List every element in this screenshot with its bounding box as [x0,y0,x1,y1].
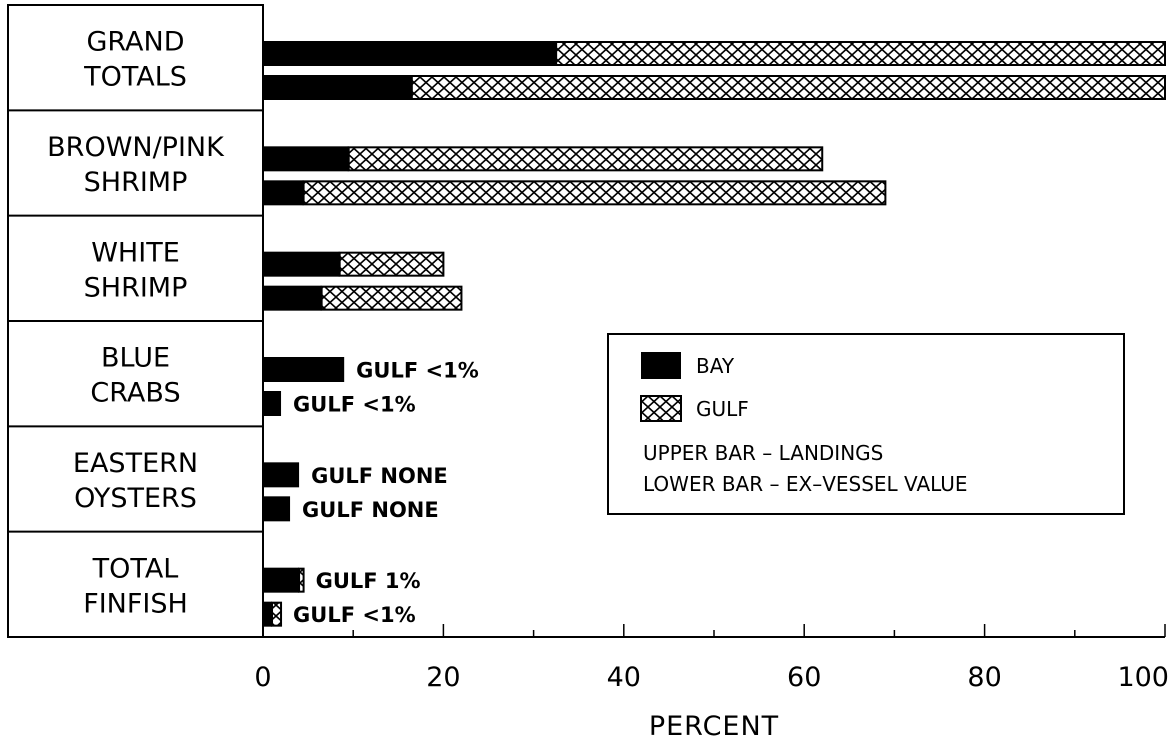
bar-gulf-landings [298,567,305,593]
bar-gulf-ex-vessel-value [410,75,1166,100]
bar-bay-ex-vessel-value [263,391,282,416]
legend: BAY GULF UPPER BAR – LANDINGS LOWER BAR … [607,333,1125,515]
category-label: FINFISH [83,588,188,619]
bar-bay-ex-vessel-value [263,285,322,311]
legend-swatch-gulf [640,395,682,422]
bar-bay-ex-vessel-value [263,180,304,206]
bar-gulf-landings [347,146,824,172]
bar-bay-landings [263,41,557,66]
x-axis-title: PERCENT [649,711,779,742]
bar-gulf-ex-vessel-value [320,285,463,311]
legend-note-lower-bar: LOWER BAR – EX–VESSEL VALUE [643,472,968,496]
category-label: SHRIMP [84,272,188,303]
bar-bay-landings [263,567,300,593]
category-label: CRABS [90,378,180,409]
legend-note-upper-bar: UPPER BAR – LANDINGS [643,441,883,465]
bar-annotation: GULF NONE [302,498,439,522]
x-tick-label: 20 [426,662,460,693]
x-tick-label: 100 [1117,662,1169,693]
bar-annotation: GULF 1% [316,569,421,593]
bar-gulf-landings [338,251,445,277]
x-tick-label: 60 [787,662,821,693]
x-axis: 0 20 40 60 80 100 PERCENT [8,5,1169,742]
bar-bay-ex-vessel-value [263,601,273,627]
bar-bay-landings [263,357,345,382]
category-label-panel: GRAND TOTALS BROWN/PINK SHRIMP WHITE SHRIMP BL… [7,4,264,638]
category-label: BLUE [101,343,170,374]
legend-box [607,333,1125,515]
legend-swatch-bay [641,352,681,379]
category-label: TOTAL [92,553,179,584]
bar-annotation: GULF <1% [293,393,416,417]
category-label: GRAND [86,27,184,58]
x-tick-label: 80 [967,662,1001,693]
x-tick-label: 40 [607,662,641,693]
bar-bay-ex-vessel-value [263,75,412,100]
category-label: EASTERN [73,448,198,479]
bar-area [263,41,1166,627]
bar-annotations: GULF <1% GULF <1% GULF NONE GULF NONE GULF 1… [293,359,479,628]
bar-annotation: GULF <1% [356,359,479,383]
category-label: BROWN/PINK [47,132,225,163]
legend-label-gulf: GULF [696,397,749,421]
category-label: OYSTERS [74,483,197,514]
bar-annotation: GULF NONE [311,464,448,488]
bar-annotation: GULF <1% [293,603,416,627]
bar-bay-landings [263,251,340,277]
category-label: SHRIMP [84,167,188,198]
bar-bay-landings [263,462,300,488]
legend-label-bay: BAY [696,354,735,378]
bar-gulf-ex-vessel-value [271,601,283,627]
category-label: TOTALS [83,62,187,93]
bar-gulf-ex-vessel-value [302,180,887,206]
category-label: WHITE [91,237,180,268]
bar-gulf-landings [555,41,1166,66]
x-tick-label: 0 [254,662,271,693]
bar-bay-ex-vessel-value [263,496,291,522]
bar-bay-landings [263,146,349,172]
